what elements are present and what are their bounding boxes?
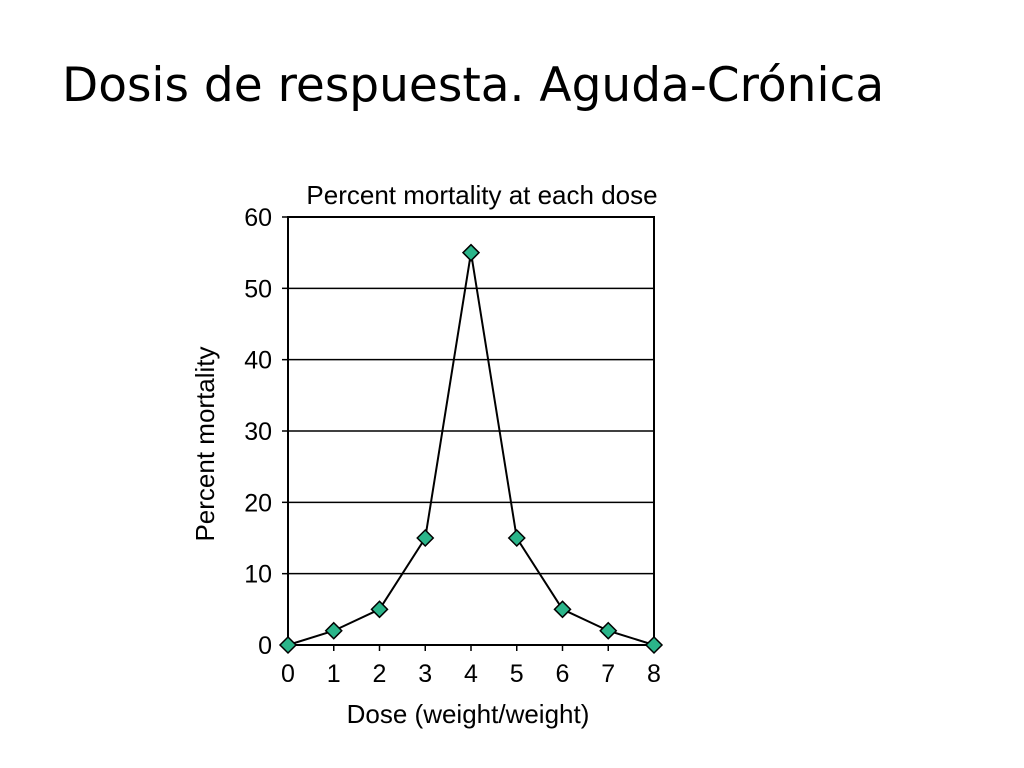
- x-axis-label: Dose (weight/weight): [347, 699, 590, 729]
- data-point-dose-7: [599, 621, 618, 640]
- x-tick-label: 4: [464, 660, 478, 688]
- series-line: [287, 252, 655, 646]
- grid-lines: [288, 287, 654, 575]
- x-tick-labels: 0 1 2 3 4 5 6 7 8: [281, 645, 661, 688]
- data-point-dose-4: [461, 243, 481, 262]
- x-tick-label: 3: [418, 660, 432, 688]
- data-point-dose-1: [324, 621, 343, 640]
- data-point-dose-3: [416, 528, 435, 548]
- x-tick-label: 0: [281, 660, 295, 688]
- x-tick-label: 1: [327, 660, 341, 688]
- data-points: [278, 243, 664, 655]
- y-tick-label: 50: [244, 275, 272, 303]
- slide-title: Dosis de respuesta. Aguda-Crónica: [62, 58, 885, 113]
- data-point-dose-6: [553, 600, 572, 619]
- y-tick-labels: 0 10 20 30 40 50 60: [244, 204, 288, 660]
- y-axis-label: Percent mortality: [190, 346, 220, 541]
- x-tick-label: 2: [373, 660, 387, 688]
- data-point-dose-0: [278, 635, 298, 655]
- y-tick-label: 10: [244, 561, 272, 589]
- y-tick-label: 20: [244, 489, 272, 517]
- y-tick-label: 60: [244, 204, 272, 232]
- y-tick-label: 40: [244, 347, 272, 375]
- data-point-dose-2: [370, 600, 389, 619]
- data-point-dose-5: [507, 528, 526, 548]
- x-tick-label: 6: [556, 660, 570, 688]
- chart-title: Percent mortality at each dose: [306, 180, 657, 210]
- data-point-dose-8: [644, 635, 664, 655]
- x-tick-label: 5: [510, 660, 524, 688]
- x-tick-label: 8: [647, 660, 661, 688]
- y-tick-label: 0: [258, 632, 272, 660]
- x-tick-label: 7: [601, 660, 615, 688]
- y-tick-label: 30: [244, 418, 272, 446]
